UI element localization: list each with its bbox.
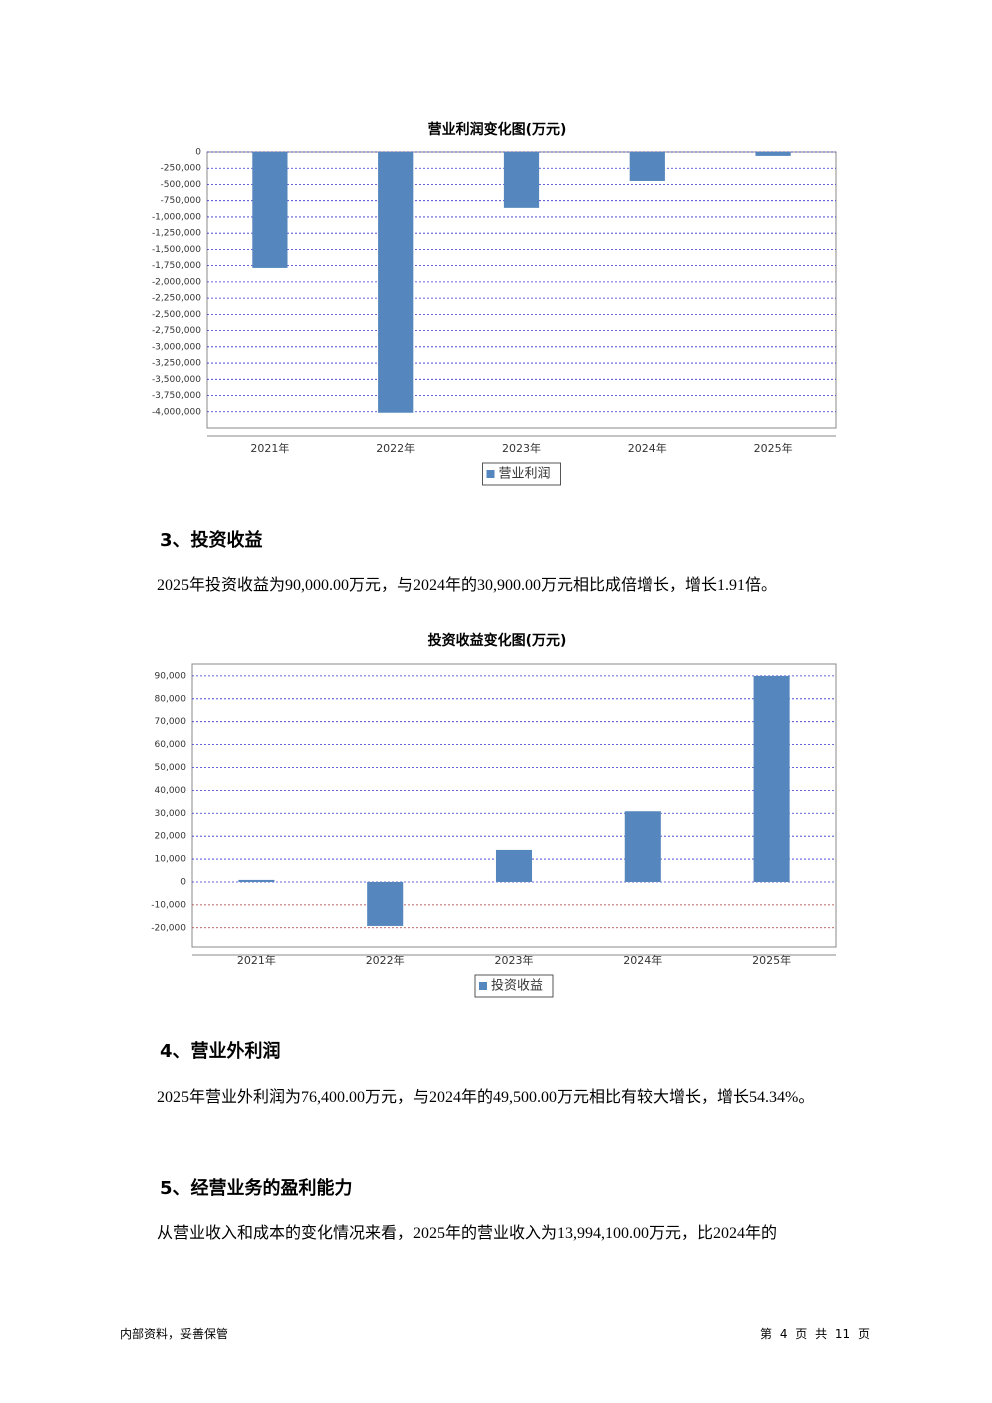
x-tick-label: 2024年 <box>628 441 667 455</box>
y-tick-label: -10,000 <box>151 900 186 910</box>
y-tick-label: -3,750,000 <box>152 391 201 401</box>
y-tick-label: 60,000 <box>155 740 187 750</box>
x-tick-label: 2022年 <box>366 953 405 967</box>
legend-swatch <box>479 982 487 990</box>
y-tick-label: -3,500,000 <box>152 375 201 385</box>
y-tick-label: -1,250,000 <box>152 229 201 239</box>
y-tick-label: 20,000 <box>155 832 187 842</box>
heading: 5、经营业务的盈利能力 <box>160 1178 353 1199</box>
legend-label: 投资收益 <box>491 978 543 994</box>
y-tick-label: 0 <box>180 877 186 887</box>
paragraph: 2025年投资收益为90,000.00万元，与2024年的30,900.00万元… <box>157 577 778 594</box>
legend-swatch <box>486 470 495 478</box>
bar <box>378 152 414 413</box>
x-tick-label: 2023年 <box>502 441 541 455</box>
y-tick-label: 30,000 <box>155 809 187 819</box>
legend: 营业利润 <box>482 462 561 486</box>
y-tick-label: -3,250,000 <box>152 359 201 369</box>
y-tick-label: -750,000 <box>161 196 202 206</box>
y-tick-label: 50,000 <box>155 763 187 773</box>
y-tick-label: 40,000 <box>155 786 187 796</box>
bar <box>252 152 288 268</box>
chart-title: 投资收益变化图(万元) <box>428 632 567 649</box>
x-tick-label: 2025年 <box>754 441 793 455</box>
bar <box>238 879 275 882</box>
y-tick-label: 90,000 <box>155 671 187 681</box>
y-tick-label: -3,000,000 <box>152 342 201 352</box>
bar <box>624 811 661 882</box>
legend-box <box>474 974 554 998</box>
bar <box>503 152 540 208</box>
y-tick-label: 70,000 <box>155 717 187 727</box>
y-tick-label: -20,000 <box>151 923 186 933</box>
y-tick-label: -2,250,000 <box>152 294 201 304</box>
y-tick-label: -2,750,000 <box>152 326 201 336</box>
y-tick-label: 10,000 <box>155 855 187 865</box>
bar <box>755 152 791 156</box>
chart-title: 营业利润变化图(万元) <box>428 121 567 138</box>
bar <box>367 881 404 926</box>
legend-label: 营业利润 <box>499 467 551 482</box>
paragraph: 从营业收入和成本的变化情况来看，2025年的营业收入为13,994,100.00… <box>157 1225 778 1242</box>
plot-area <box>191 663 837 948</box>
legend-box <box>482 462 561 486</box>
y-tick-label: -1,750,000 <box>152 261 201 271</box>
x-tick-label: 2021年 <box>237 953 276 967</box>
footer-right: 第 4 页 共 11 页 <box>760 1327 870 1341</box>
y-tick-label: -2,000,000 <box>152 277 201 287</box>
y-tick-label: -4,000,000 <box>152 407 201 417</box>
x-tick-label: 2022年 <box>376 441 415 455</box>
legend: 投资收益 <box>474 974 554 998</box>
paragraph: 2025年营业外利润为76,400.00万元，与2024年的49,500.00万… <box>157 1089 815 1106</box>
heading: 3、投资收益 <box>160 530 263 551</box>
heading: 4、营业外利润 <box>160 1041 281 1062</box>
y-tick-label: 80,000 <box>155 694 187 704</box>
x-tick-label: 2025年 <box>752 953 791 967</box>
x-tick-label: 2021年 <box>250 441 289 455</box>
y-tick-label: -500,000 <box>161 180 202 190</box>
x-tick-label: 2023年 <box>495 953 534 967</box>
x-tick-label: 2024年 <box>623 953 662 967</box>
y-tick-label: -250,000 <box>161 164 202 174</box>
bar <box>495 849 533 882</box>
bar <box>753 675 790 882</box>
bar <box>629 152 665 181</box>
y-tick-label: -1,000,000 <box>152 212 201 222</box>
y-tick-label: -1,500,000 <box>152 245 201 255</box>
footer-left: 内部资料，妥善保管 <box>120 1327 229 1341</box>
y-tick-label: -2,500,000 <box>152 310 201 320</box>
y-tick-label: 0 <box>195 148 201 158</box>
